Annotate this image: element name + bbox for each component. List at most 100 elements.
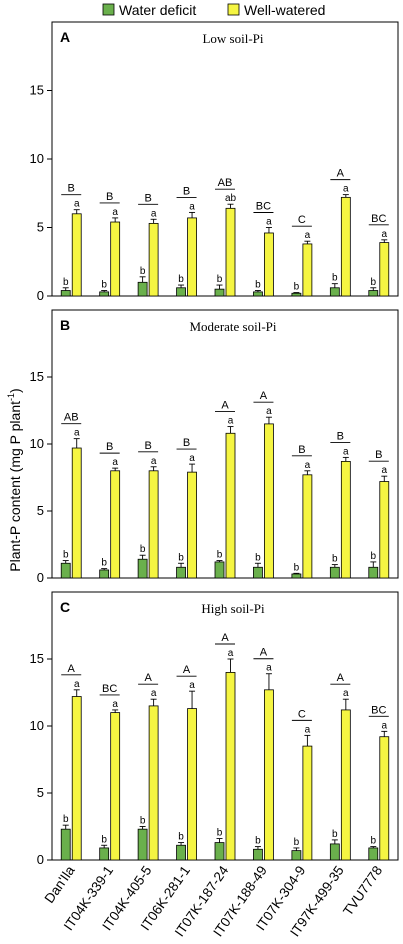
group-letter: B — [144, 440, 151, 452]
legend-label-well-watered: Well-watered — [244, 2, 325, 18]
bar-water-deficit — [329, 566, 340, 579]
significance-letter: b — [294, 562, 300, 573]
significance-letter: a — [74, 199, 80, 210]
significance-letter: a — [112, 207, 118, 218]
group-letter: A — [260, 647, 268, 659]
group-letter: C — [298, 214, 306, 226]
bar-water-deficit — [253, 848, 263, 861]
panel-title: Moderate soil-Pi — [189, 319, 276, 334]
group-letter: A — [337, 672, 345, 684]
y-tick-label: 5 — [37, 220, 44, 235]
significance-letter: b — [370, 551, 376, 562]
group-letter: AB — [218, 177, 233, 189]
significance-letter: a — [343, 184, 349, 195]
bar-well-watered — [187, 217, 197, 297]
bar-well-watered — [379, 736, 390, 861]
group-letter: B — [375, 449, 382, 461]
bar-well-watered — [71, 213, 82, 297]
y-tick-label: 5 — [37, 785, 44, 800]
group-letter: A — [337, 168, 345, 180]
significance-letter: b — [178, 274, 184, 285]
bar-water-deficit — [253, 566, 263, 579]
group-letter: A — [183, 664, 191, 676]
significance-letter: b — [217, 274, 223, 285]
group-letter: B — [106, 191, 113, 203]
bar-well-watered — [340, 461, 351, 579]
group-letter: BC — [102, 683, 117, 695]
bar-well-watered — [379, 481, 390, 579]
bar-water-deficit — [99, 291, 110, 297]
bar-well-watered — [187, 708, 197, 861]
bar-water-deficit — [137, 281, 148, 297]
bar-water-deficit — [99, 847, 110, 861]
bar-water-deficit — [291, 292, 302, 297]
significance-letter: b — [217, 828, 223, 839]
y-tick-label: 0 — [37, 288, 44, 303]
significance-letter: a — [266, 406, 272, 417]
y-tick-label: 15 — [30, 83, 44, 98]
significance-letter: a — [381, 720, 387, 731]
significance-letter: b — [294, 837, 300, 848]
y-tick-label: 0 — [37, 852, 44, 867]
significance-letter: a — [305, 724, 311, 735]
significance-letter: b — [255, 552, 261, 563]
bar-well-watered — [302, 745, 313, 861]
significance-letter: b — [255, 280, 261, 291]
y-tick-label: 10 — [30, 436, 44, 451]
group-letter: A — [68, 663, 76, 675]
significance-letter: a — [343, 446, 349, 457]
bar-water-deficit — [60, 562, 71, 579]
bar-water-deficit — [214, 288, 225, 297]
bar-water-deficit — [214, 561, 225, 579]
group-letter: B — [68, 183, 75, 195]
significance-letter: b — [63, 550, 69, 561]
bar-well-watered — [110, 470, 121, 579]
group-letter: B — [337, 430, 344, 442]
group-letter: B — [144, 192, 151, 204]
bar-water-deficit — [253, 291, 263, 297]
group-letter: B — [298, 444, 305, 456]
x-category-label: Dan'Ila — [42, 863, 78, 906]
x-axis-categories: Dan'IlaIT04K-339-1IT04K-405-5IT06K-281-1… — [42, 863, 386, 940]
legend-label-water-deficit: Water deficit — [119, 2, 196, 18]
bar-well-watered — [148, 222, 159, 297]
significance-letter: a — [266, 217, 272, 228]
bar-well-watered — [302, 243, 313, 297]
bar-well-watered — [340, 196, 351, 297]
bar-well-watered — [148, 705, 159, 861]
bar-water-deficit — [60, 290, 71, 297]
bar-well-watered — [187, 471, 197, 579]
bar-water-deficit — [291, 573, 302, 579]
significance-letter: b — [332, 829, 338, 840]
y-tick-label: 10 — [30, 151, 44, 166]
bar-well-watered — [302, 474, 313, 579]
group-letter: B — [106, 441, 113, 453]
bar-well-watered — [264, 689, 274, 861]
panel-title: High soil-Pi — [201, 601, 265, 616]
significance-letter: a — [228, 416, 234, 427]
significance-letter: a — [381, 465, 387, 476]
group-letter: C — [298, 708, 306, 720]
group-letter: BC — [371, 213, 386, 225]
significance-letter: a — [189, 201, 195, 212]
group-letter: B — [183, 185, 190, 197]
bar-well-watered — [110, 221, 121, 297]
bar-water-deficit — [137, 558, 148, 579]
bar-well-watered — [110, 712, 121, 861]
y-axis-label: Plant-P content (mg P plant-1) — [6, 388, 23, 571]
bar-well-watered — [148, 470, 159, 579]
y-axis-label-superscript: -1 — [6, 393, 16, 401]
significance-letter: a — [305, 460, 311, 471]
bar-water-deficit — [60, 828, 71, 861]
bar-well-watered — [71, 447, 82, 579]
significance-letter: b — [255, 836, 261, 847]
significance-letter: a — [151, 208, 157, 219]
y-tick-label: 15 — [30, 369, 44, 384]
bar-well-watered — [264, 423, 274, 579]
significance-letter: b — [332, 273, 338, 284]
significance-letter: a — [74, 428, 80, 439]
